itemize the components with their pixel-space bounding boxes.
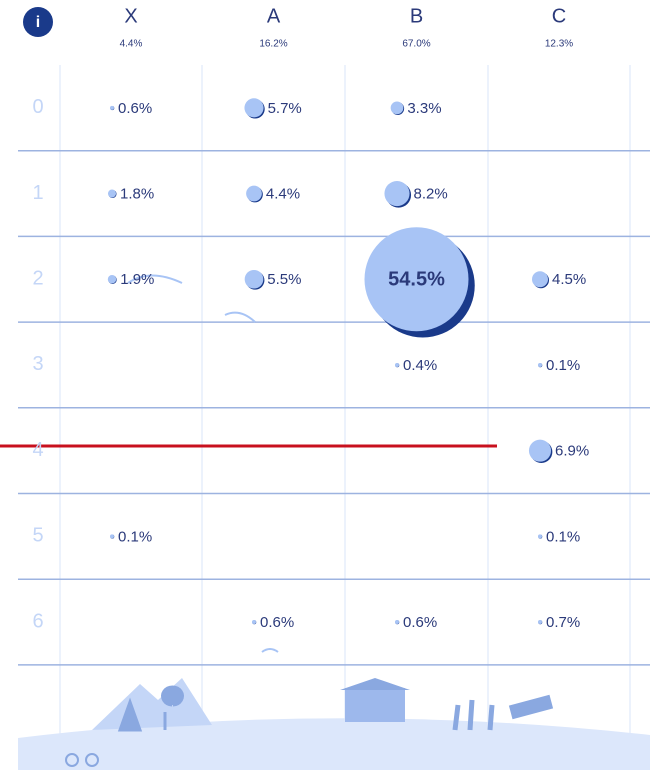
- bike: [65, 753, 79, 767]
- row-label: 6: [32, 610, 43, 632]
- column-total: 16.2%: [259, 39, 287, 50]
- info-button[interactable]: [23, 7, 53, 37]
- birds: [127, 274, 279, 653]
- cell-label: 3.3%: [407, 100, 441, 117]
- cell-label: 6.9%: [555, 443, 589, 460]
- column-label: A: [267, 5, 281, 27]
- bubble: [538, 362, 542, 367]
- bubble: [364, 227, 469, 332]
- bubble: [390, 101, 404, 115]
- column-total: 12.3%: [545, 39, 573, 50]
- cell-label: 4.5%: [552, 271, 586, 288]
- bubble: [110, 105, 114, 110]
- ground: [18, 718, 650, 770]
- cell-label: 0.1%: [546, 357, 580, 374]
- bubble: [538, 534, 542, 539]
- row-label: 3: [32, 353, 43, 375]
- bubble: [395, 362, 399, 367]
- column-total: 67.0%: [402, 39, 430, 50]
- bubble: [395, 620, 399, 625]
- mountains: [92, 678, 212, 730]
- bubble: [538, 620, 542, 625]
- row-label: 5: [32, 525, 43, 547]
- cell-label: 8.2%: [414, 186, 448, 203]
- row-label: 2: [32, 268, 43, 290]
- cell-label: 54.5%: [388, 269, 445, 291]
- cell-label: 0.6%: [260, 614, 294, 631]
- landscape: [18, 274, 650, 770]
- bubble: [110, 534, 114, 539]
- building: [345, 688, 405, 722]
- column-label: B: [410, 5, 423, 27]
- bubble: [528, 439, 552, 462]
- bubble: [252, 620, 256, 625]
- cell-label: 4.4%: [266, 186, 300, 203]
- cell-label: 5.5%: [267, 271, 301, 288]
- cell-label: 0.1%: [118, 528, 152, 545]
- bubble: [384, 180, 410, 207]
- row-label: 1: [32, 182, 43, 204]
- solar-panel: [508, 694, 554, 720]
- info-icon[interactable]: i: [36, 14, 40, 31]
- row-label: 0: [32, 96, 43, 118]
- bubble: [244, 98, 264, 118]
- row-label: 4: [32, 439, 43, 461]
- cell-label: 0.1%: [546, 528, 580, 545]
- cell-label: 1.8%: [120, 186, 154, 203]
- column-label: C: [552, 5, 566, 27]
- people: [452, 699, 495, 731]
- cell-label: 0.7%: [546, 614, 580, 631]
- bubble: [531, 271, 549, 288]
- bubble: [244, 269, 264, 289]
- column-total: 4.4%: [120, 39, 143, 50]
- cell-label: 0.4%: [403, 357, 437, 374]
- bubble: [246, 185, 262, 202]
- trees: [117, 685, 184, 732]
- cell-label: 0.6%: [403, 614, 437, 631]
- cell-label: 5.7%: [268, 100, 302, 117]
- cell-label: 0.6%: [118, 100, 152, 117]
- cell-label: 1.9%: [120, 271, 154, 288]
- bubble: [107, 275, 117, 284]
- roof: [340, 678, 410, 690]
- column-label: X: [124, 5, 137, 27]
- bike: [85, 753, 99, 767]
- bubble: [107, 189, 117, 198]
